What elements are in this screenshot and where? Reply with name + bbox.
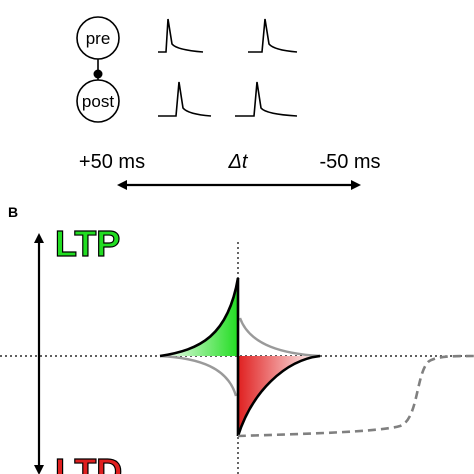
- synapse-dot: [93, 69, 103, 79]
- right-delay-label: -50 ms: [319, 151, 380, 173]
- post-neuron-circle: [76, 79, 120, 123]
- post-spike-trace-left: [158, 81, 212, 117]
- pre-spike-trace-left: [158, 18, 204, 53]
- panel-b-letter: B: [8, 204, 18, 220]
- delta-t-label: Δt: [228, 151, 249, 173]
- ltp-shaded-region: [160, 278, 238, 356]
- pre-spike-trace-right: [248, 18, 298, 53]
- panel-b: B LTP LTD: [0, 204, 474, 474]
- ltp-label: LTP: [55, 223, 120, 264]
- gray-ltp-branch-curve: [238, 317, 321, 358]
- stdp-curve-ltd-branch: [236, 354, 321, 437]
- panel-a: pre post +50 ms Δt -50 ms: [76, 16, 381, 190]
- post-label: post: [82, 92, 114, 111]
- post-spike-trace-right: [235, 81, 298, 117]
- ltd-shaded-region: [238, 356, 320, 436]
- ltd-label: LTD: [55, 451, 122, 474]
- left-delay-label: +50 ms: [79, 151, 145, 173]
- stdp-curve-ltp-branch: [159, 277, 240, 358]
- pre-label: pre: [86, 29, 111, 48]
- gray-ltd-branch-curve: [159, 354, 238, 397]
